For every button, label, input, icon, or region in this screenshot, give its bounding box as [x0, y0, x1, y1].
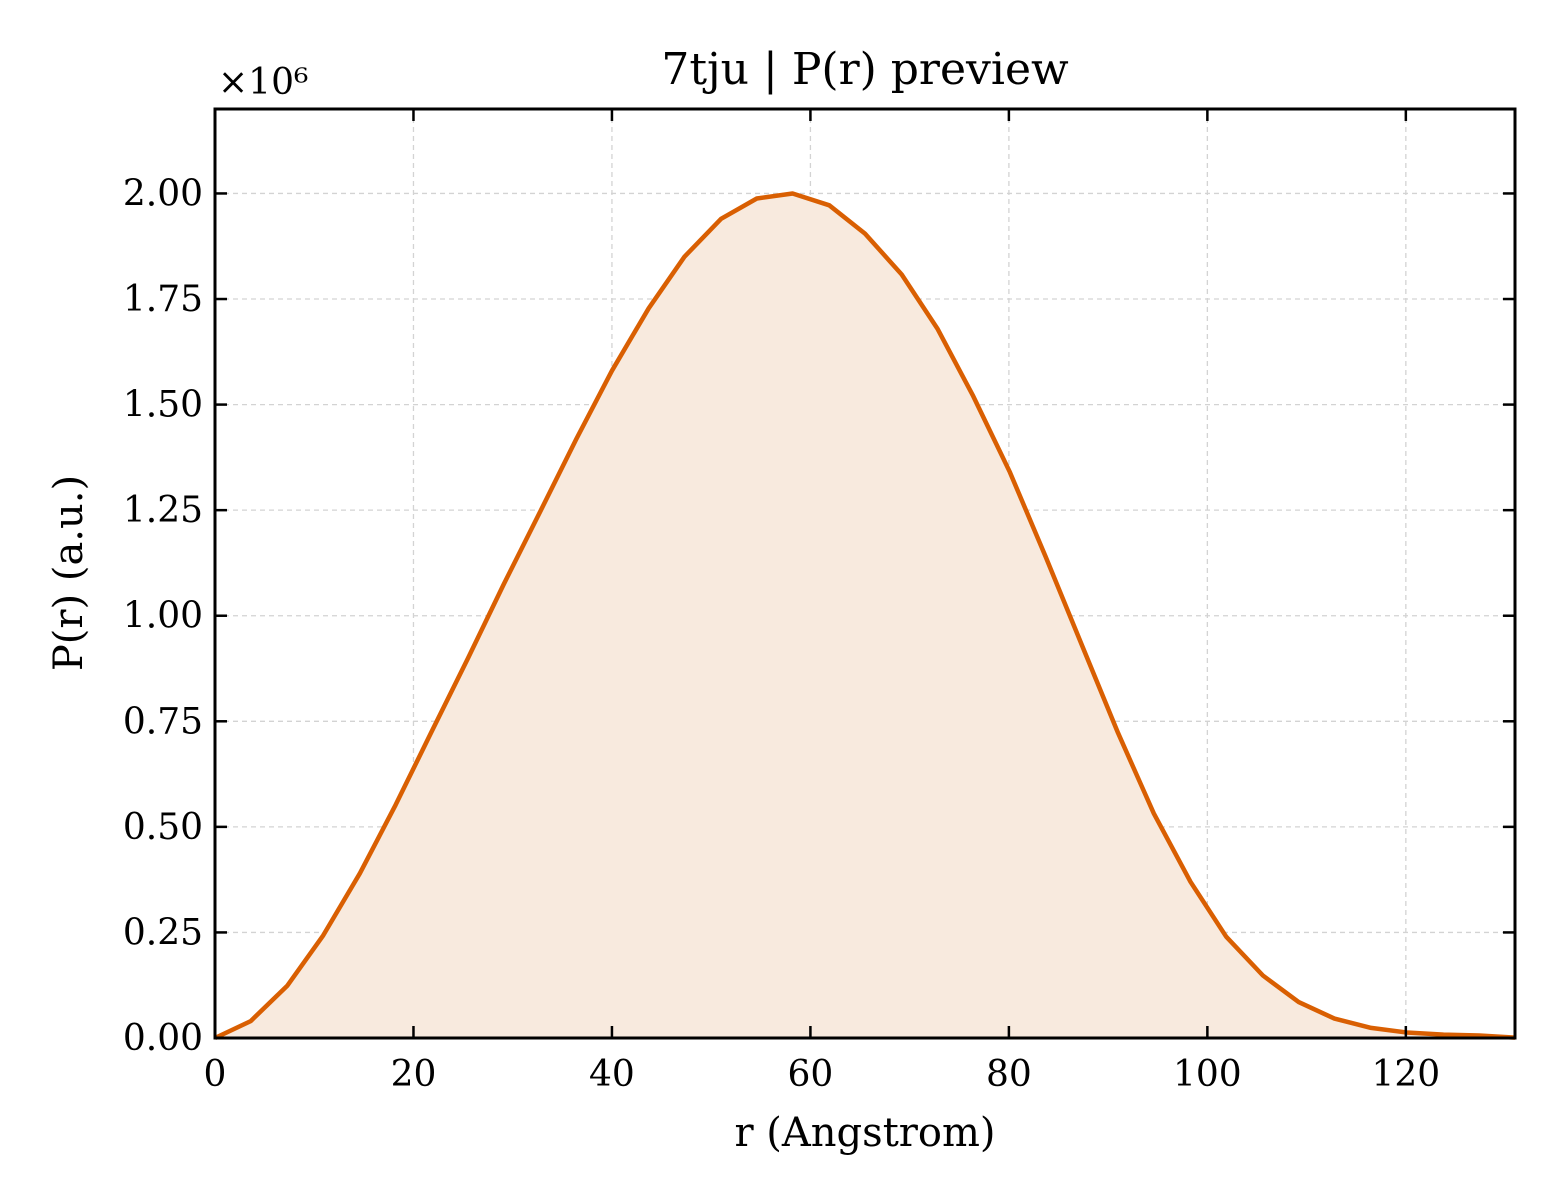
- axis-ticks: 0 20 40 60 80 100 120 0.00 0.25 0.50 0.75 1.00 1.25 1…: [123, 109, 1515, 1095]
- x-tick-label: 20: [391, 1054, 437, 1095]
- chart-title: 7tju | P(r) preview: [661, 44, 1069, 95]
- y-tick-label: 1.50: [123, 385, 203, 426]
- y-tick-label: 0.50: [123, 807, 203, 848]
- y-offset-label: ×10⁶: [218, 62, 308, 103]
- plot-frame: [213, 107, 1517, 1040]
- x-axis-label: r (Angstrom): [734, 1110, 995, 1156]
- y-axis-label: P(r) (a.u.): [46, 475, 92, 671]
- y-tick-label: 2.00: [123, 173, 203, 214]
- area-fill: [215, 193, 1515, 1038]
- x-tick-label: 0: [204, 1054, 227, 1095]
- x-tick-label: 40: [589, 1054, 635, 1095]
- series-line: [214, 191, 1516, 1041]
- y-tick-label: 0.00: [123, 1018, 203, 1059]
- y-tick-label: 0.75: [123, 701, 203, 742]
- y-tick-label: 1.00: [123, 596, 203, 637]
- x-tick-label: 100: [1173, 1054, 1242, 1095]
- plot-area: [214, 191, 1516, 1041]
- y-tick-label: 1.25: [123, 490, 203, 531]
- x-tick-label: 120: [1371, 1054, 1440, 1095]
- x-tick-label: 80: [986, 1054, 1032, 1095]
- x-tick-label: 60: [788, 1054, 834, 1095]
- y-tick-label: 1.75: [123, 279, 203, 320]
- y-tick-label: 0.25: [123, 912, 203, 953]
